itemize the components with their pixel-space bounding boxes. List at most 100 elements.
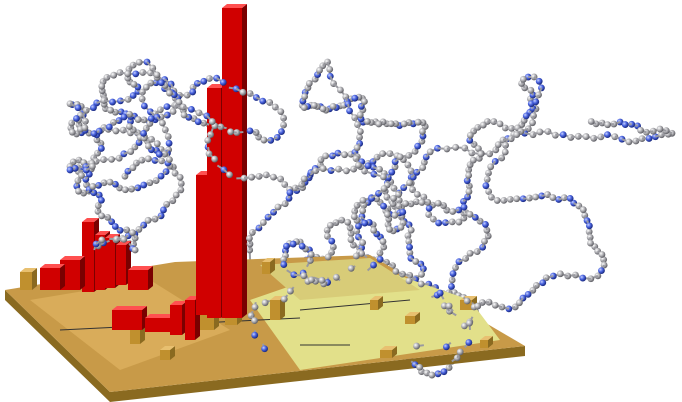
atom-grey [261, 137, 268, 144]
atom-grey [390, 195, 397, 202]
atom-blue [280, 261, 287, 268]
atom-grey [127, 148, 134, 155]
atom-blue [388, 169, 395, 176]
atom-blue [586, 222, 593, 229]
atom-blue [539, 279, 546, 286]
atom-grey [474, 303, 481, 310]
block-front [185, 300, 195, 340]
atom-grey [376, 166, 383, 173]
atom-blue [90, 104, 97, 111]
atom-blue [622, 121, 629, 128]
atom-blue [106, 124, 113, 131]
atom-blue [435, 220, 442, 227]
atom-grey [306, 80, 313, 87]
atom-grey [170, 108, 177, 115]
atom-blue [598, 267, 605, 274]
atom-grey [357, 111, 364, 118]
atom-grey [131, 81, 138, 88]
atom-grey [467, 211, 474, 218]
atom-blue [414, 143, 421, 150]
atom-grey [449, 208, 456, 215]
atom-blue [441, 368, 448, 375]
atom-grey [402, 200, 409, 207]
block-front [170, 305, 182, 335]
atom-blue [132, 70, 139, 77]
atom-blue [450, 270, 457, 277]
atom-grey [355, 162, 362, 169]
atom-blue [140, 130, 147, 137]
block-side [242, 4, 247, 318]
atom-grey [343, 167, 350, 174]
block-front [405, 316, 415, 324]
atom-grey [427, 148, 434, 155]
atom-grey [75, 188, 82, 195]
atom-grey [337, 87, 344, 94]
atom-grey [379, 150, 386, 157]
atom-grey [110, 72, 117, 79]
atom-blue [287, 189, 294, 196]
atom-blue [156, 151, 163, 158]
atom-grey [311, 102, 318, 109]
atom-blue [195, 118, 202, 125]
atom-grey [359, 239, 366, 246]
atom-blue [399, 209, 406, 216]
atom-blue [73, 115, 80, 122]
atom-grey [408, 227, 415, 234]
atom-grey [406, 179, 413, 186]
atom-grey [98, 236, 105, 243]
block-front [380, 350, 392, 358]
atom-grey [173, 192, 180, 199]
atom-grey [107, 179, 114, 186]
atom-grey [388, 120, 395, 127]
block-side [80, 256, 85, 290]
atom-grey [513, 195, 520, 202]
atom-blue [536, 78, 543, 85]
atom-grey [370, 227, 377, 234]
atom-grey [287, 288, 294, 295]
atom-grey [262, 299, 269, 306]
atom-grey [281, 296, 288, 303]
atom-grey [529, 119, 536, 126]
atom-grey [81, 124, 88, 131]
atom-blue [426, 205, 433, 212]
atom-grey [341, 151, 348, 158]
atom-grey [301, 93, 308, 100]
atom-grey [467, 250, 474, 257]
atom-grey [419, 199, 426, 206]
atom-grey [159, 120, 166, 127]
atom-grey [130, 164, 137, 171]
atom-grey [537, 129, 544, 136]
atom-grey [497, 120, 504, 127]
atom-grey [98, 212, 105, 219]
atom-blue [141, 103, 148, 110]
atom-grey [583, 133, 590, 140]
atom-blue [220, 79, 227, 86]
atom-blue [482, 182, 489, 189]
atom-blue [560, 131, 567, 138]
atom-grey [240, 89, 247, 96]
atom-blue [406, 244, 413, 251]
atom-grey [211, 156, 218, 163]
atom-blue [482, 221, 489, 228]
atom-grey [89, 163, 96, 170]
atom-blue [361, 220, 368, 227]
atom-grey [300, 272, 307, 279]
atom-grey [108, 156, 115, 163]
atom-grey [452, 144, 459, 151]
block-front [105, 238, 115, 288]
atom-grey [580, 206, 587, 213]
atom-grey [386, 226, 393, 233]
atom-blue [98, 197, 105, 204]
atom-blue [465, 339, 472, 346]
atom-grey [177, 174, 184, 181]
atom-grey [446, 303, 453, 310]
atom-blue [158, 79, 165, 86]
atom-grey [252, 304, 259, 311]
atom-grey [415, 119, 422, 126]
atom-grey [391, 212, 398, 219]
atom-blue [166, 140, 173, 147]
atom-blue [443, 343, 450, 350]
atom-grey [275, 204, 282, 211]
atom-grey [154, 140, 161, 147]
atom-blue [91, 130, 98, 137]
